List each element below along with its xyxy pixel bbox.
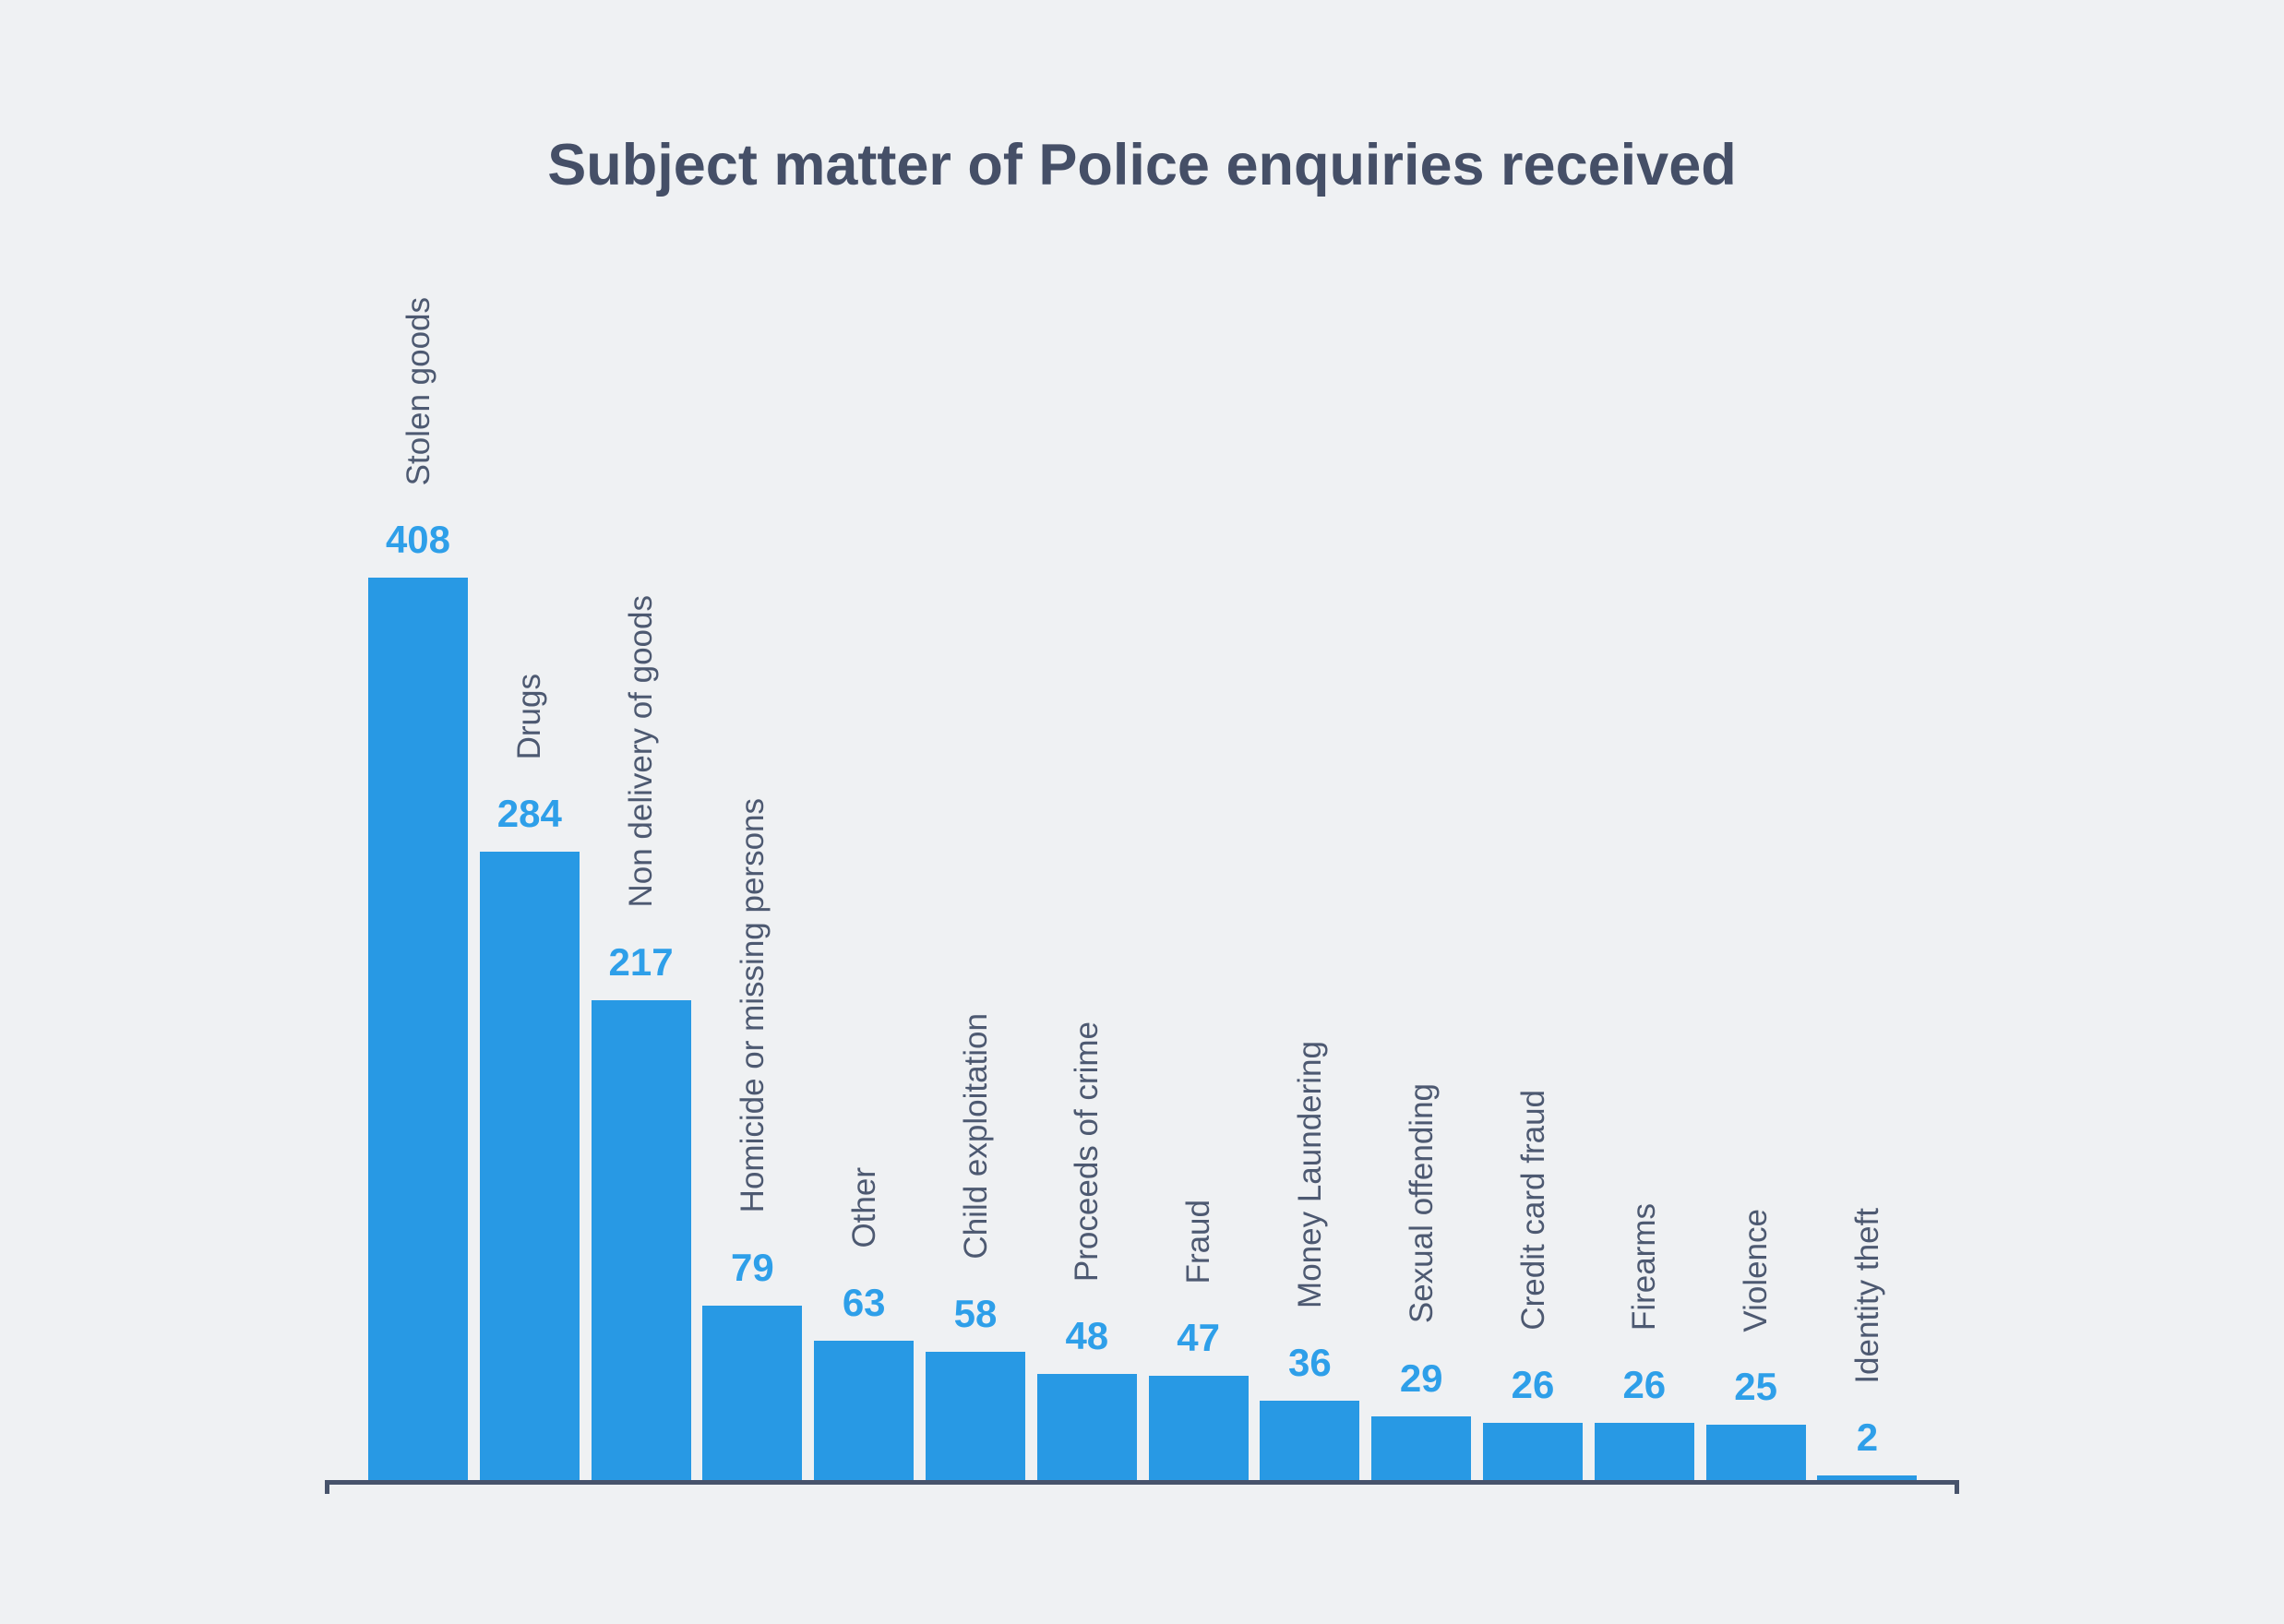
- x-axis-line: [325, 1480, 1959, 1485]
- value-label: 58: [953, 1291, 998, 1335]
- value-label: 48: [1065, 1313, 1109, 1357]
- category-label: Homicide or missing persons: [734, 798, 771, 1213]
- bar: [1594, 1422, 1694, 1480]
- bar: [814, 1341, 915, 1480]
- value-label: 2: [1856, 1415, 1879, 1460]
- bar-column: Firearms 26: [1594, 1202, 1694, 1480]
- category-label: Other: [845, 1167, 882, 1248]
- bar: [926, 1351, 1025, 1480]
- bar-column: Fraud 47: [1148, 1199, 1249, 1480]
- category-label: Stolen goods: [400, 296, 436, 485]
- bar: [1260, 1400, 1360, 1480]
- bar-column: Sexual offending 29: [1371, 1083, 1472, 1480]
- bar-column: Violence 25: [1705, 1209, 1806, 1480]
- value-label: 25: [1734, 1365, 1777, 1409]
- category-label: Violence: [1738, 1209, 1775, 1333]
- chart-title: Subject matter of Police enquiries recei…: [547, 133, 1737, 197]
- value-label: 26: [1622, 1362, 1667, 1406]
- bar-column: Child exploitation 58: [926, 1013, 1025, 1480]
- bar-column: Proceeds of crime 48: [1036, 1021, 1137, 1480]
- bar-column: Homicide or missing persons 79: [702, 798, 803, 1480]
- value-label: 284: [496, 792, 562, 836]
- bar-column: Drugs 284: [479, 673, 580, 1480]
- category-label: Credit card fraud: [1514, 1090, 1551, 1331]
- value-label: 36: [1288, 1340, 1332, 1384]
- category-label: Money Laundering: [1291, 1040, 1328, 1308]
- value-label: 47: [1177, 1316, 1220, 1360]
- bar: [368, 578, 468, 1480]
- value-label: 79: [731, 1245, 774, 1289]
- category-label: Child exploitation: [957, 1013, 994, 1260]
- bar: [1148, 1376, 1249, 1480]
- bar: [1371, 1415, 1472, 1480]
- category-label: Non delivery of goods: [623, 595, 660, 908]
- bar: [479, 852, 580, 1480]
- bar: [591, 999, 691, 1480]
- bar-column: Money Laundering 36: [1260, 1040, 1360, 1480]
- value-label: 408: [385, 518, 451, 561]
- bar: [702, 1305, 803, 1480]
- bar: [1036, 1373, 1137, 1480]
- x-axis-left-tick: [325, 1480, 329, 1494]
- x-axis-right-tick: [1955, 1480, 1959, 1494]
- value-label: 29: [1399, 1355, 1443, 1400]
- bar-column: Identity theft 2: [1817, 1207, 1918, 1480]
- bar: [1817, 1475, 1918, 1480]
- bar-column: Other 63: [814, 1167, 915, 1480]
- value-label: 217: [608, 939, 674, 984]
- bar: [1705, 1425, 1806, 1480]
- value-label: 63: [842, 1281, 886, 1324]
- category-label: Firearms: [1626, 1202, 1663, 1331]
- category-label: Sexual offending: [1403, 1083, 1440, 1324]
- category-label: Fraud: [1180, 1199, 1217, 1284]
- bar: [1483, 1422, 1583, 1480]
- bar-column: Non delivery of goods 217: [591, 595, 691, 1480]
- bar-column: Credit card fraud 26: [1483, 1090, 1583, 1480]
- category-label: Drugs: [511, 673, 548, 760]
- value-label: 26: [1511, 1362, 1555, 1406]
- bar-column: Stolen goods 408: [368, 297, 468, 1480]
- category-label: Identity theft: [1848, 1207, 1885, 1384]
- category-label: Proceeds of crime: [1069, 1021, 1106, 1282]
